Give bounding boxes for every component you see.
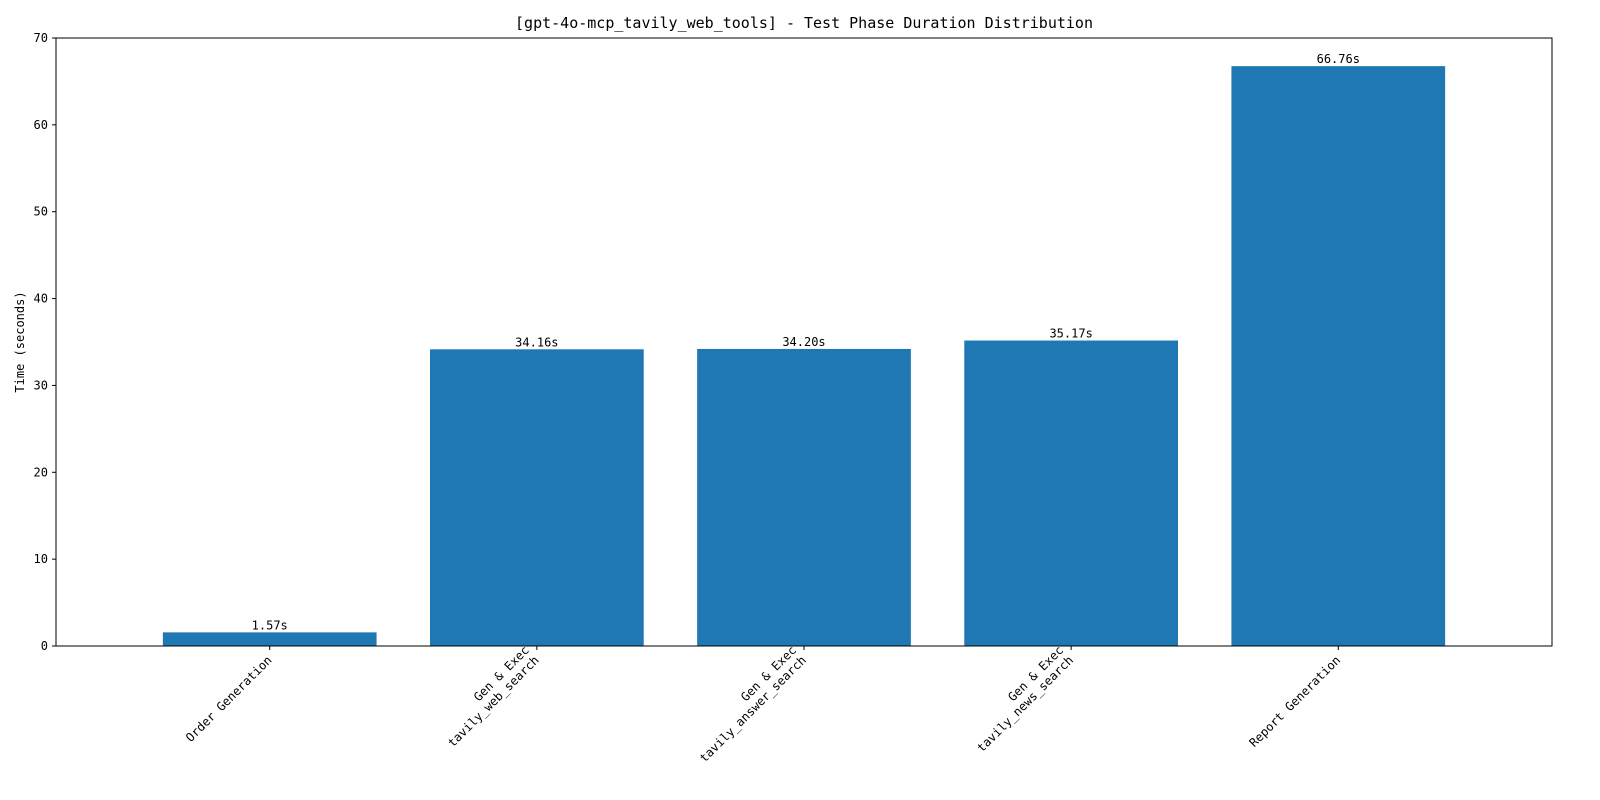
bar-value-label: 34.16s: [515, 335, 558, 349]
y-tick-label: 70: [34, 31, 48, 45]
bar: [964, 340, 1178, 646]
x-tick-label: Gen & Exectavily_answer_search: [687, 643, 809, 765]
y-axis-ticks: 0 10 20 30 40 50 60 70: [34, 31, 56, 653]
y-tick-label: 40: [34, 292, 48, 306]
bars-group: [162, 66, 1446, 646]
chart-title: [gpt-4o-mcp_tavily_web_tools] - Test Pha…: [515, 14, 1093, 32]
y-axis-label-group: Time (seconds): [13, 291, 27, 392]
x-tick-label-line: Order Generation: [183, 653, 275, 745]
bar-value-label: 66.76s: [1317, 52, 1360, 66]
y-tick-label: 10: [34, 552, 48, 566]
x-tick-label: Gen & Exectavily_web_search: [435, 643, 542, 750]
bar: [162, 632, 377, 646]
plot-area-frame: [55, 37, 1553, 647]
bar-value-label: 34.20s: [782, 335, 825, 349]
x-tick-label-line: tavily_answer_search: [697, 653, 809, 765]
x-tick-label-line: tavily_news_search: [974, 653, 1076, 755]
bar-value-label: 35.17s: [1049, 327, 1092, 341]
x-tick-label-line: Report Generation: [1246, 653, 1343, 750]
x-tick-label: Gen & Exectavily_news_search: [964, 643, 1076, 755]
data-labels-group: 1.57s 34.16s 34.20s 35.17s 66.76s: [252, 52, 1360, 632]
y-axis-label: Time (seconds): [13, 291, 27, 392]
y-tick-label: 20: [34, 465, 48, 479]
x-axis-ticks: Order Generation Gen & Exectavily_web_sea…: [183, 643, 1343, 765]
y-tick-label: 50: [34, 205, 48, 219]
y-tick-label: 0: [41, 639, 48, 653]
bar: [430, 349, 644, 646]
x-tick-label: Report Generation: [1246, 653, 1343, 750]
bar: [1231, 66, 1446, 646]
bar: [697, 348, 911, 646]
y-tick-label: 30: [34, 378, 48, 392]
x-tick-label: Order Generation: [183, 653, 275, 745]
x-tick-label-line: tavily_web_search: [445, 653, 542, 750]
y-tick-label: 60: [34, 118, 48, 132]
bar-value-label: 1.57s: [252, 618, 288, 632]
